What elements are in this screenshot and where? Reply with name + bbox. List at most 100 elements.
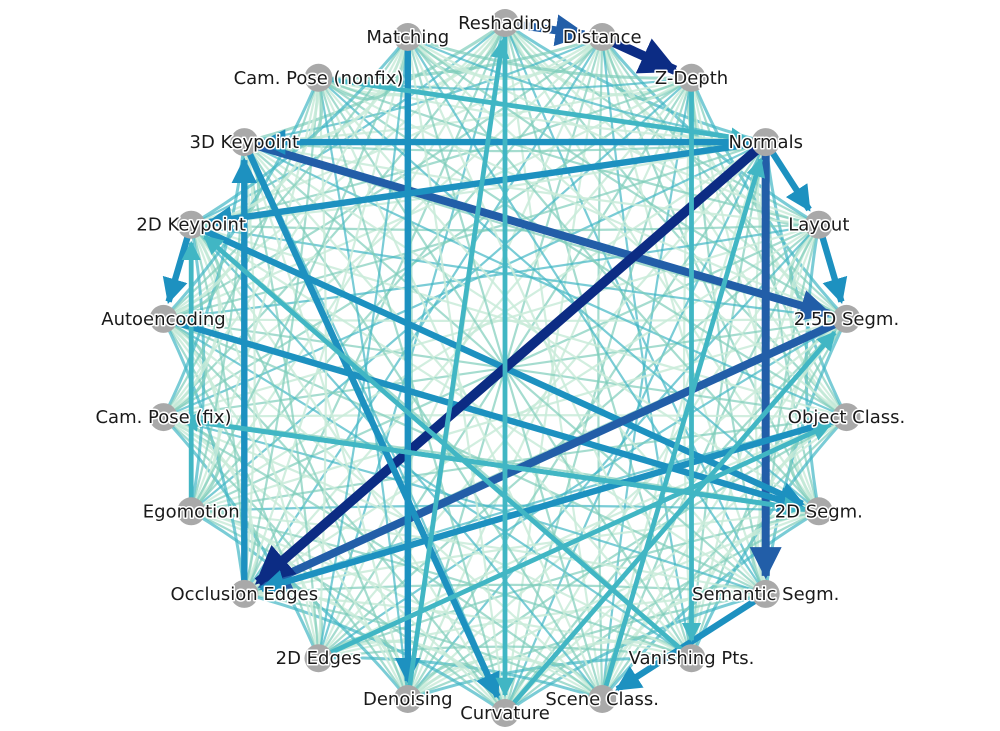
graph-edge — [243, 141, 847, 419]
node-label-2d-keypoint: 2D Keypoint — [136, 215, 246, 236]
node-label-2d-edges: 2D Edges — [276, 648, 362, 669]
graph-edge — [190, 224, 320, 659]
graph-edge — [243, 141, 604, 700]
node-cam-pose-fix — [149, 403, 178, 432]
node-scene-class — [588, 685, 617, 713]
node-2d-keypoint — [177, 210, 206, 239]
graph-edge — [162, 36, 409, 418]
graph-edge — [407, 35, 692, 80]
transfer-edge-curvature-to-2-5d-segm — [511, 330, 837, 706]
node-label-distance: Distance — [563, 27, 642, 48]
graph-edge — [190, 77, 320, 512]
node-z-depth — [677, 63, 706, 92]
graph-edge — [406, 36, 693, 659]
transfer-edge-autoencoding-to-2d-segm — [174, 319, 805, 512]
graph-edge — [244, 510, 819, 595]
node-label-vanishing-pts: Vanishing Pts. — [629, 648, 755, 669]
node-reshading — [491, 9, 519, 37]
transfer-edge-reshading-to-distance — [516, 14, 588, 47]
node-cam-pose-nonfix — [304, 63, 333, 92]
node-label-matching: Matching — [366, 27, 449, 48]
node-egomotion — [177, 497, 206, 526]
graph-edge — [243, 141, 820, 513]
node-layout — [804, 210, 833, 239]
graph-edge — [407, 36, 848, 418]
transfer-edge-normals-to-layout — [769, 150, 812, 212]
graph-edge — [191, 510, 766, 595]
node-normals — [751, 128, 780, 157]
transfer-edge-object-class-to-occlusion-edges — [259, 417, 836, 595]
graph-edge — [503, 77, 693, 714]
node-label-semantic-segm: Semantic Segm. — [692, 584, 839, 605]
node-label-2-5d-segm: 2.5D Segm. — [794, 309, 899, 330]
graph-edge — [317, 22, 507, 659]
transfer-edge-denoising-to-reshading — [407, 38, 510, 688]
graph-edge — [190, 224, 409, 700]
node-layer — [149, 9, 861, 727]
node-semantic-segm — [751, 579, 780, 608]
graph-edge — [407, 318, 848, 700]
transfer-edge-2d-keypoint-to-autoencoding — [162, 235, 191, 305]
graph-edge — [406, 141, 767, 700]
node-3d-keypoint — [230, 128, 259, 157]
node-2d-segm — [804, 497, 833, 526]
node-label-autoencoding: Autoencoding — [101, 309, 225, 330]
node-label-reshading: Reshading — [458, 13, 552, 34]
graph-edge — [243, 141, 409, 700]
graph-edge — [243, 77, 320, 595]
transfer-edge-vanishing-pts-to-2d-keypoint — [203, 234, 685, 653]
graph-edge — [243, 141, 256, 595]
transfer-edge-semantic-segm-to-scene-class — [615, 597, 758, 692]
graph-edge — [190, 223, 847, 419]
node-label-3d-keypoint: 3D Keypoint — [190, 132, 300, 153]
node-label-denoising: Denoising — [363, 689, 453, 710]
graph-edge — [163, 76, 693, 320]
transfer-edge-2d-segm-to-cam-pose-fix — [179, 412, 808, 512]
graph-edge — [162, 36, 603, 418]
node-label-curvature: Curvature — [460, 703, 550, 724]
node-label-scene-class: Scene Class. — [545, 689, 659, 710]
graph-edge — [407, 36, 848, 320]
graph-edge — [190, 22, 506, 512]
edge-layer — [162, 14, 848, 715]
graph-edge — [190, 224, 506, 714]
transfer-edge-3d-keypoint-to-curvature — [246, 151, 501, 699]
label-layer: Reshading Distance Z-Depth Normals Layout 2.5… — [94, 12, 907, 726]
graph-edge — [243, 36, 409, 595]
node-label-cam-pose-nonfix: Cam. Pose (nonfix) — [234, 68, 404, 89]
graph-edge — [317, 416, 847, 660]
node-2-5d-segm — [832, 304, 861, 333]
node-2d-edges — [304, 644, 333, 673]
transfer-edge-layout-to-2-5d-segm — [819, 235, 848, 305]
node-label-egomotion: Egomotion — [143, 501, 240, 522]
transfer-edge-cam-pose-nonfix-to-normals — [330, 77, 750, 147]
transfer-edge-scene-class-to-normals — [603, 157, 766, 689]
node-distance — [588, 23, 617, 51]
graph-edge — [163, 223, 819, 320]
graph-edge — [406, 36, 507, 714]
node-label-cam-pose-fix: Cam. Pose (fix) — [95, 407, 231, 428]
transfer-edge-3d-keypoint-to-2-5d-segm — [254, 141, 833, 322]
transfer-edge-2d-edges-to-object-class — [328, 422, 832, 656]
graph-edge — [601, 36, 767, 595]
graph-edge — [244, 141, 819, 226]
node-label-object-class: Object Class. — [788, 407, 905, 428]
node-vanishing-pts — [677, 644, 706, 673]
graph-edge — [317, 77, 604, 700]
transfer-edge-2-5d-segm-to-occlusion-edges — [257, 320, 838, 591]
node-occlusion-edges — [230, 579, 259, 608]
node-label-2d-segm: 2D Segm. — [775, 501, 863, 522]
graph-edge — [162, 317, 693, 660]
node-label-occlusion-edges: Occlusion Edges — [171, 584, 319, 605]
graph-edge — [163, 317, 767, 595]
node-autoencoding — [149, 304, 178, 333]
graph-edge — [162, 36, 409, 320]
transfer-edge-distance-to-z-depth — [611, 37, 679, 75]
node-label-z-depth: Z-Depth — [655, 68, 728, 89]
node-label-normals: Normals — [728, 132, 803, 153]
node-label-layout: Layout — [788, 215, 849, 236]
node-curvature — [491, 699, 519, 727]
graph-edge — [162, 318, 603, 700]
graph-edge — [191, 223, 847, 320]
node-denoising — [393, 685, 422, 713]
